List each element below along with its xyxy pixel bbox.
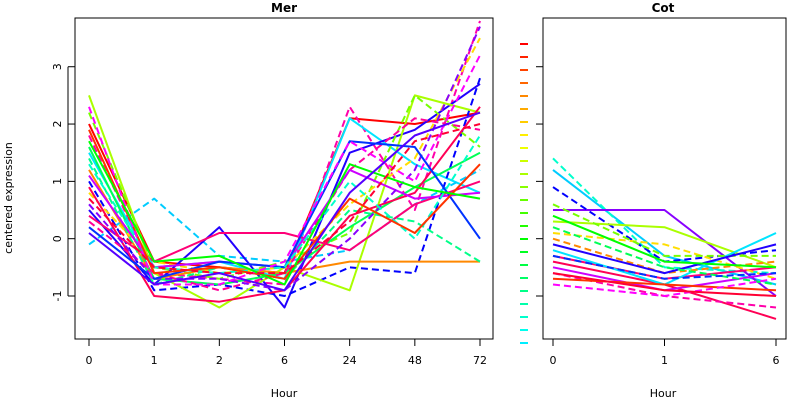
panel-cot-series-line-19: [552, 254, 777, 280]
panel-mer-series-line-22: [88, 140, 481, 286]
panel-mer-series-line-24: [88, 111, 481, 292]
panel-mer-x-tick-label: 1: [151, 354, 158, 367]
panel-mer-x-tick-label: 6: [281, 354, 288, 367]
panel-cot-x-axis: 0 1 6: [550, 338, 780, 367]
panel-mer-x-axis: 0 1 2 6 24 48 72: [86, 338, 487, 367]
panel-cot-title: Cot: [652, 1, 675, 15]
panel-mer-x-tick-label: 48: [408, 354, 422, 367]
panel-mer-title: Mer: [271, 1, 297, 15]
panel-mer-y-tick-label: -1: [51, 291, 64, 302]
panel-cot-x-tick-label: 0: [550, 354, 557, 367]
panel-cot-series-line-2: [552, 157, 777, 275]
panel-mer: Mer -1 0 1 2 3 0 1 2 6 24 48 72 Hour centered expr…: [2, 1, 494, 400]
panel-mer-x-tick-label: 72: [473, 354, 487, 367]
panel-mer-y-tick-label: 0: [51, 235, 64, 242]
panel-mer-y-axis-label: centered expression: [2, 142, 15, 254]
panel-mer-series-line-6: [88, 77, 481, 297]
panel-mer-x-tick-label: 24: [343, 354, 357, 367]
panel-mer-series-line-2: [88, 20, 481, 286]
panel-mer-y-tick-label: 2: [51, 121, 64, 128]
panel-cot-series-line-16: [552, 277, 777, 292]
panel-cot-series-line-14: [552, 243, 777, 275]
panel-cot-y-axis: [536, 66, 543, 297]
legend-color-strip: [520, 43, 528, 344]
panel-cot-lines: [552, 157, 777, 320]
panel-mer-x-tick-label: 0: [86, 354, 93, 367]
panel-mer-lines: [88, 20, 481, 309]
panel-mer-y-tick-label: 1: [51, 178, 64, 185]
panel-mer-y-axis: -1 0 1 2 3: [51, 63, 75, 301]
panel-mer-series-line-18: [88, 140, 481, 280]
panel-cot-series-line-13: [552, 203, 776, 257]
panel-cot-series-line-9: [552, 232, 777, 280]
panel-mer-x-axis-label: Hour: [271, 387, 298, 400]
panel-cot: Cot 0 1 6 Hour: [536, 1, 787, 400]
panel-cot-series-line-17: [552, 277, 777, 297]
panel-mer-series-line-23: [88, 123, 481, 275]
panel-cot-series-line-18: [552, 214, 777, 269]
panel-cot-series-line-15: [552, 226, 777, 286]
panel-mer-x-tick-label: 2: [216, 354, 223, 367]
panel-mer-series-line-20: [88, 129, 481, 280]
panel-mer-y-tick-label: 3: [51, 63, 64, 70]
panel-cot-series-line-20: [552, 272, 777, 297]
panel-cot-x-tick-label: 6: [773, 354, 780, 367]
panel-cot-x-axis-label: Hour: [650, 387, 677, 400]
panel-cot-series-line-4: [552, 186, 777, 263]
panel-cot-x-tick-label: 1: [661, 354, 668, 367]
